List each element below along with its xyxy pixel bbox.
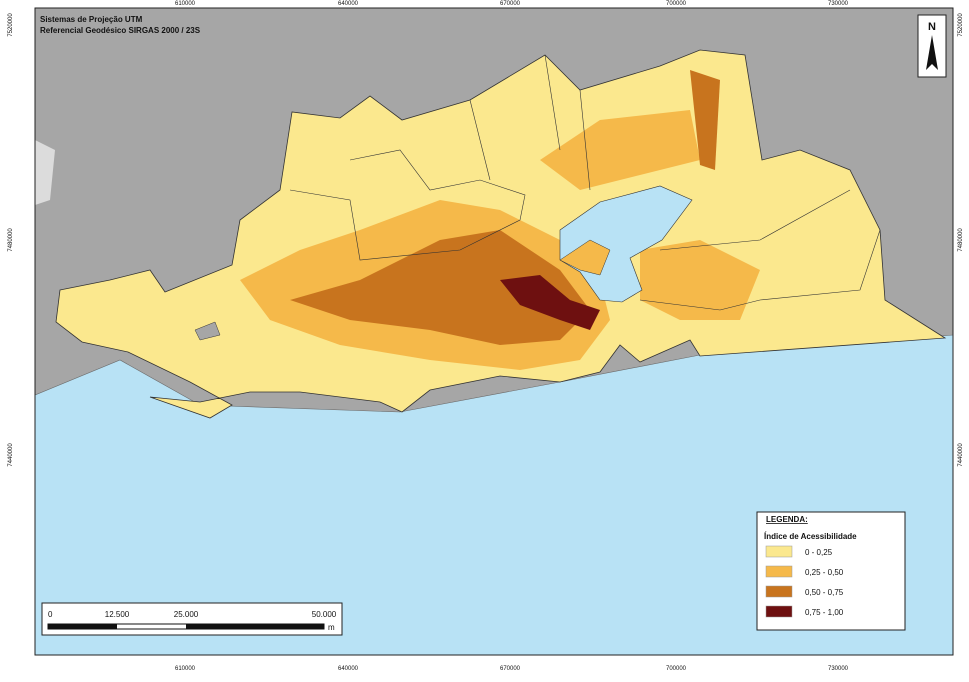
map-subtitle: Referencial Geodésico SIRGAS 2000 / 23S — [40, 26, 201, 35]
x-coordinate-label: 640000 — [338, 1, 359, 7]
scale-bar-label: 25.000 — [174, 610, 199, 619]
x-coordinate-label: 640000 — [338, 666, 359, 672]
y-coordinate-label: 7480000 — [8, 228, 14, 252]
north-arrow-label: N — [928, 21, 936, 33]
map-title: Sistemas de Projeção UTM — [40, 15, 143, 24]
scale-bar-label: 12.500 — [105, 610, 130, 619]
scale-bar-segment — [186, 624, 324, 629]
legend-swatch — [765, 605, 793, 618]
scale-bar-segment — [48, 624, 117, 629]
neighbor-state — [35, 140, 55, 205]
legend-label: 0,25 - 0,50 — [805, 568, 844, 577]
north-arrow — [926, 35, 938, 70]
legend-label: 0,50 - 0,75 — [805, 588, 844, 597]
x-coordinate-label: 700000 — [666, 666, 687, 672]
x-coordinate-label: 610000 — [175, 1, 196, 7]
legend-swatch — [765, 585, 793, 598]
scale-bar-unit: m — [328, 623, 335, 632]
legend-label: 0 - 0,25 — [805, 548, 833, 557]
scale-bar-label: 50.000 — [312, 610, 337, 619]
y-coordinate-label: 7520000 — [958, 13, 964, 37]
scale-bar-box — [41, 602, 343, 636]
island — [194, 321, 221, 341]
y-coordinate-label: 7440000 — [8, 443, 14, 467]
scale-bar-label: 0 — [48, 610, 53, 619]
legend-swatch — [765, 565, 793, 578]
region-very-high — [500, 275, 600, 330]
region-medium — [540, 110, 700, 190]
x-coordinate-label: 670000 — [500, 1, 521, 7]
legend-title: LEGENDA: — [766, 515, 808, 524]
y-coordinate-label: 7440000 — [958, 443, 964, 467]
x-coordinate-label: 700000 — [666, 1, 687, 7]
x-coordinate-label: 610000 — [175, 666, 196, 672]
district-borders — [289, 54, 881, 311]
region-high — [290, 230, 590, 345]
map-frame — [34, 7, 954, 656]
x-coordinate-label: 730000 — [828, 1, 849, 7]
legend-swatch — [765, 545, 793, 558]
x-coordinate-label: 670000 — [500, 666, 521, 672]
region-high — [690, 70, 720, 170]
x-coordinate-label: 730000 — [828, 666, 849, 672]
legend-subtitle: Índice de Acessibilidade — [764, 532, 857, 541]
legend-label: 0,75 - 1,00 — [805, 608, 844, 617]
region-medium — [640, 240, 760, 320]
y-coordinate-label: 7520000 — [8, 13, 14, 37]
y-coordinate-label: 7480000 — [958, 228, 964, 252]
island — [559, 239, 611, 276]
